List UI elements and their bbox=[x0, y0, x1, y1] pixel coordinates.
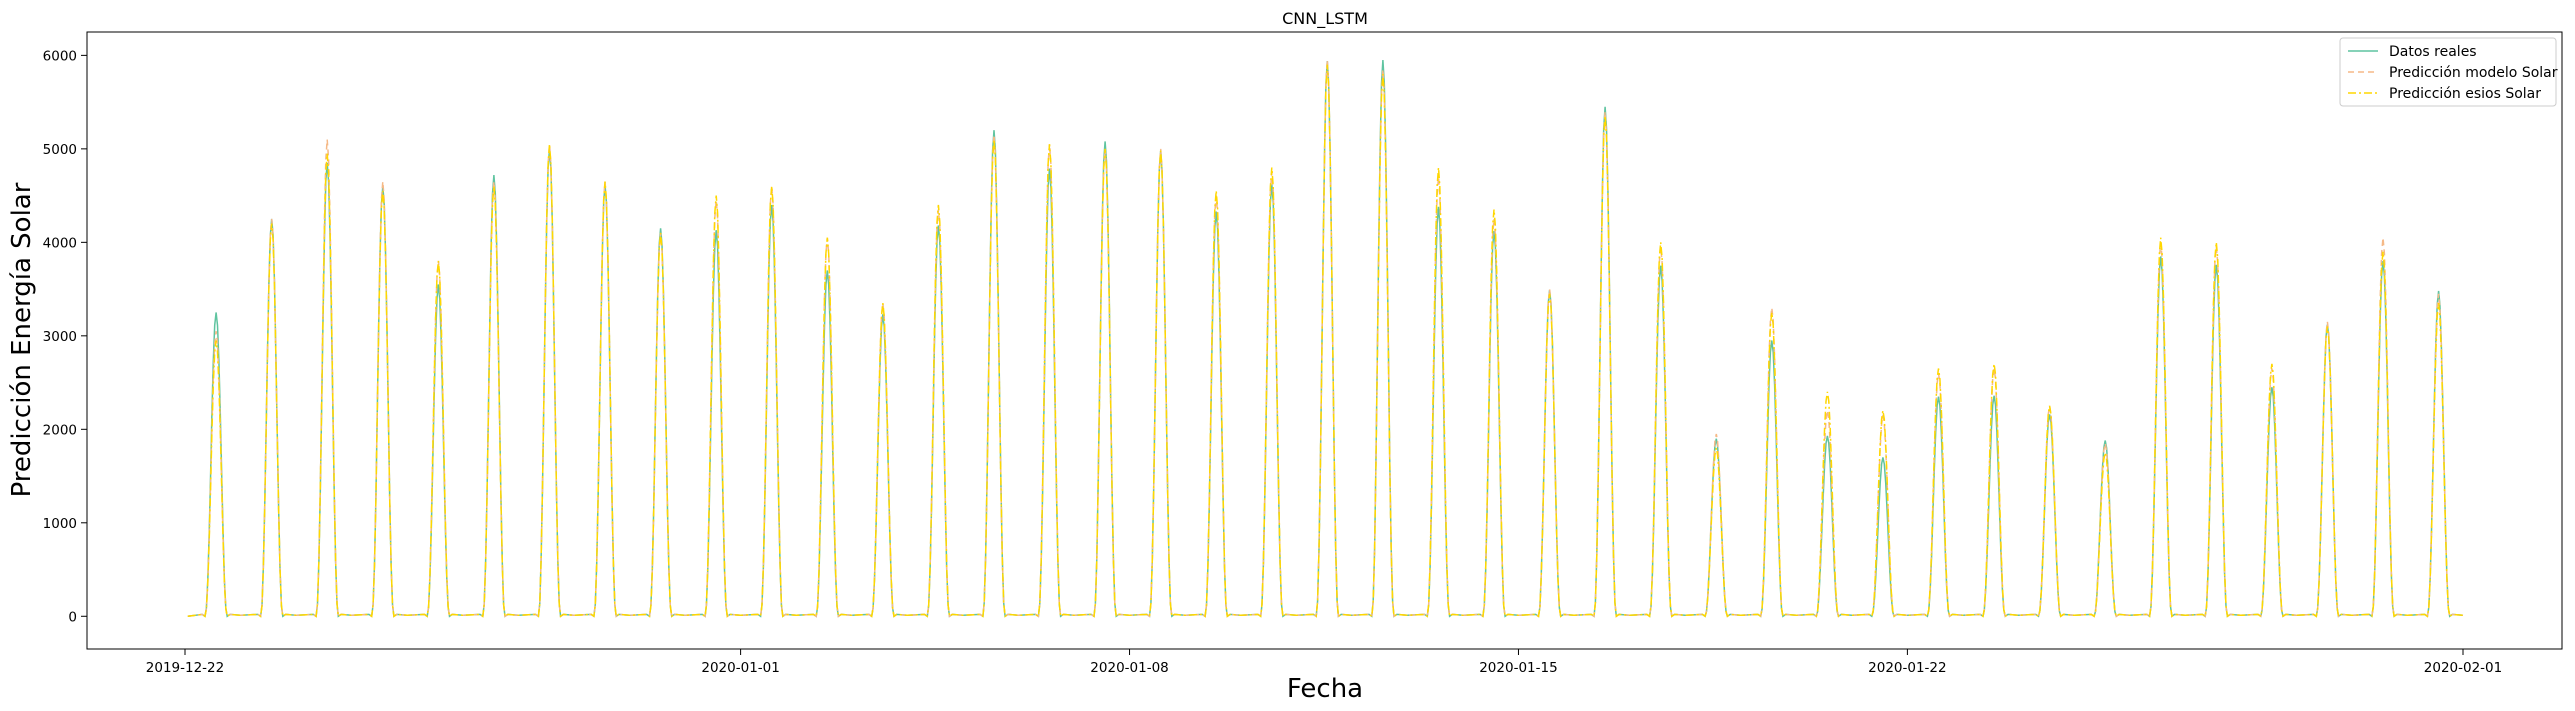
x-axis-ticks: 2019-12-22 2020-01-01 2020-01-08 2020-01-15… bbox=[146, 649, 2502, 676]
x-axis-label: Fecha bbox=[1287, 674, 1363, 704]
y-tick-label: 6000 bbox=[43, 48, 77, 64]
x-tick-label: 2020-01-08 bbox=[1090, 660, 1168, 676]
plot-frame bbox=[86, 31, 2563, 650]
legend-label-prediccion-modelo: Predicción modelo Solar bbox=[2389, 65, 2558, 81]
legend: Datos reales Predicción modelo Solar Pre… bbox=[2339, 37, 2558, 107]
y-axis-ticks: 0 1000 2000 3000 4000 5000 6000 bbox=[43, 48, 87, 625]
y-tick-label: 1000 bbox=[43, 516, 77, 532]
chart-title: CNN_LSTM bbox=[1282, 9, 1368, 29]
y-tick-label: 4000 bbox=[43, 235, 77, 251]
y-tick-label: 0 bbox=[68, 609, 77, 625]
x-tick-label: 2020-01-15 bbox=[1479, 660, 1557, 676]
y-tick-label: 2000 bbox=[43, 422, 77, 438]
legend-box bbox=[2339, 37, 2557, 107]
y-axis-label: Predicción Energía Solar bbox=[7, 182, 37, 497]
legend-label-datos-reales: Datos reales bbox=[2389, 44, 2477, 60]
x-tick-label: 2020-01-01 bbox=[701, 660, 779, 676]
x-tick-label: 2020-01-22 bbox=[1868, 660, 1946, 676]
y-tick-label: 3000 bbox=[43, 329, 77, 345]
legend-label-prediccion-esios: Predicción esios Solar bbox=[2389, 86, 2541, 102]
series-layer bbox=[187, 59, 2464, 618]
x-tick-label: 2019-12-22 bbox=[146, 660, 224, 676]
x-tick-label: 2020-02-01 bbox=[2424, 660, 2502, 676]
y-tick-label: 5000 bbox=[43, 142, 77, 158]
series-line-2 bbox=[187, 64, 2464, 618]
